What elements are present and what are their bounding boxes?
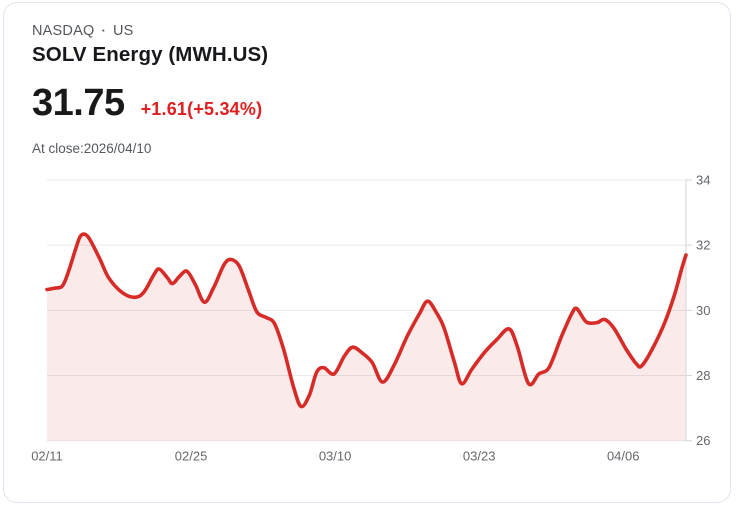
svg-text:03/10: 03/10 xyxy=(319,449,352,464)
stock-card: NASDAQ · US SOLV Energy (MWH.US) 31.75 +… xyxy=(3,2,731,503)
svg-text:30: 30 xyxy=(696,303,710,318)
chart-x-axis-labels: 02/11 02/25 03/10 03/23 04/06 xyxy=(31,449,639,464)
chart-price-line xyxy=(45,232,688,409)
chart-gridlines xyxy=(47,179,686,442)
price-chart[interactable]: 26 28 30 32 34 02/11 02/25 03/10 03/23 04/06 xyxy=(4,166,731,478)
svg-text:02/11: 02/11 xyxy=(31,449,63,464)
chart-area-fill xyxy=(47,234,686,441)
svg-text:28: 28 xyxy=(696,368,710,383)
price-row: 31.75 +1.61(+5.34%) xyxy=(32,84,702,122)
stock-header: NASDAQ · US SOLV Energy (MWH.US) 31.75 +… xyxy=(32,22,702,157)
stock-title: SOLV Energy (MWH.US) xyxy=(32,43,269,66)
svg-text:34: 34 xyxy=(696,173,710,188)
region-label: US xyxy=(112,23,134,39)
svg-text:32: 32 xyxy=(696,238,710,253)
svg-text:03/23: 03/23 xyxy=(463,449,496,464)
close-date-note: At close:2026/04/10 xyxy=(32,141,152,156)
price-change: +1.61(+5.34%) xyxy=(140,99,263,119)
price-chart-svg[interactable]: 26 28 30 32 34 02/11 02/25 03/10 03/23 04/06 xyxy=(4,166,731,478)
exchange-label: NASDAQ xyxy=(32,23,95,39)
exchange-row: NASDAQ · US xyxy=(32,22,702,40)
svg-text:02/25: 02/25 xyxy=(175,449,208,464)
chart-y-axis-labels: 26 28 30 32 34 xyxy=(696,173,710,449)
chart-y-axis xyxy=(685,179,692,442)
svg-text:04/06: 04/06 xyxy=(607,449,640,464)
dot-separator-icon: · xyxy=(101,22,106,38)
last-price: 31.75 xyxy=(32,82,125,124)
svg-text:26: 26 xyxy=(696,433,710,448)
